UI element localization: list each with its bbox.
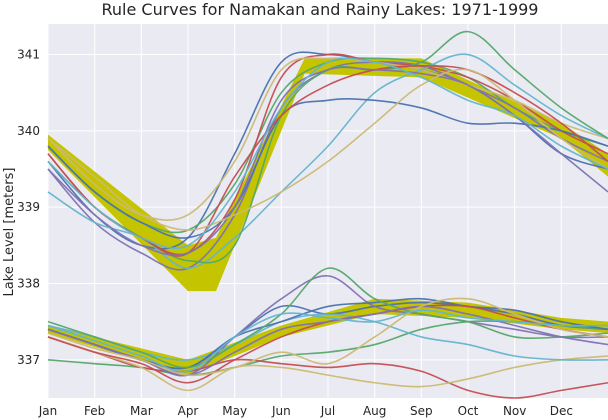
y-tick-labels: 337 338 339 340 341 (17, 48, 40, 367)
y-tick-label: 341 (17, 48, 40, 62)
rainy-series-line (47, 267, 608, 369)
x-tick-label: Jan (38, 404, 58, 418)
x-tick-label: Oct (458, 404, 479, 418)
y-tick-label: 337 (17, 353, 40, 367)
x-tick-label: Jun (271, 404, 291, 418)
namakan-series-line (47, 57, 608, 250)
x-tick-label: Dec (550, 404, 573, 418)
namakan-series-line (47, 98, 608, 239)
lake-level-series (47, 30, 608, 399)
x-tick-label: Nov (503, 404, 526, 418)
rainy-series-line (47, 297, 608, 377)
rainy-series-line (47, 336, 608, 392)
y-tick-label: 339 (17, 200, 40, 214)
chart-title: Rule Curves for Namakan and Rainy Lakes:… (102, 0, 539, 19)
x-tick-label: Feb (84, 404, 105, 418)
y-tick-label: 338 (17, 277, 40, 291)
x-tick-label: May (222, 404, 247, 418)
x-tick-label: Apr (178, 404, 199, 418)
y-axis-label: Lake Level [meters] (2, 168, 17, 297)
x-tick-label: Sep (410, 404, 433, 418)
x-tick-label: Mar (130, 404, 153, 418)
rainy-series-line (47, 309, 608, 373)
y-tick-label: 340 (17, 124, 40, 138)
namakan-series-line (47, 68, 608, 231)
x-tick-labels: Jan Feb Mar Apr May Jun Jul Aug Sep Oct Nov Dec (38, 404, 573, 418)
x-tick-label: Jul (320, 404, 335, 418)
x-tick-label: Aug (363, 404, 386, 418)
